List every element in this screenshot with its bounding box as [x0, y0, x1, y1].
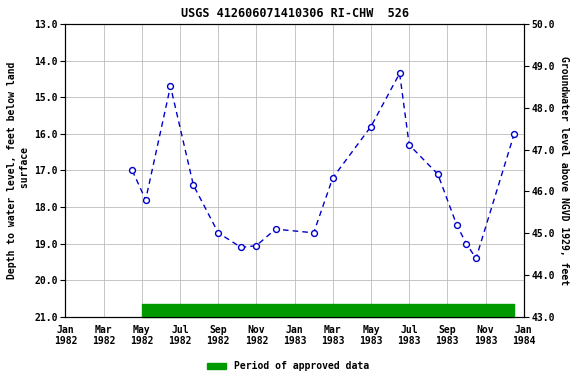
Point — [141, 197, 150, 203]
Point — [404, 142, 414, 148]
Point — [166, 83, 175, 89]
Point — [510, 131, 519, 137]
Point — [214, 230, 223, 236]
Legend: Period of approved data: Period of approved data — [203, 358, 373, 375]
Point — [471, 255, 480, 262]
Point — [189, 182, 198, 188]
Y-axis label: Depth to water level, feet below land
 surface: Depth to water level, feet below land su… — [7, 62, 30, 279]
Point — [462, 241, 471, 247]
Title: USGS 412606071410306 RI-CHW  526: USGS 412606071410306 RI-CHW 526 — [181, 7, 408, 20]
Point — [128, 167, 137, 174]
Point — [452, 222, 461, 228]
Point — [433, 171, 442, 177]
Point — [237, 244, 246, 250]
Point — [252, 243, 261, 249]
Point — [366, 123, 376, 129]
Point — [309, 230, 319, 236]
Point — [395, 70, 404, 76]
Point — [328, 175, 338, 181]
Y-axis label: Groundwater level above NGVD 1929, feet: Groundwater level above NGVD 1929, feet — [559, 56, 569, 285]
Point — [271, 226, 280, 232]
